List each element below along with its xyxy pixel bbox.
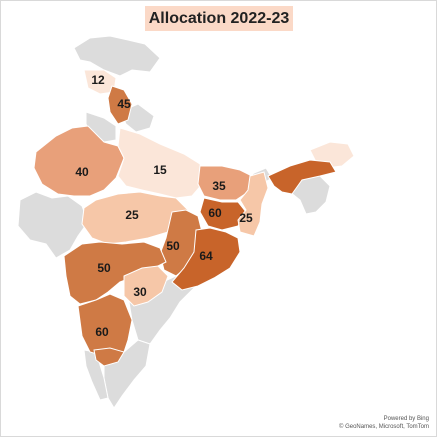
label-maharashtra: 50 [97,261,111,275]
label-uttar-pradesh: 15 [153,163,167,177]
region-west-bengal [237,171,269,237]
label-madhya-pradesh: 25 [125,208,139,222]
label-bihar: 35 [212,179,226,193]
region-jharkhand [199,197,247,231]
label-rajasthan: 40 [75,165,89,179]
region-karnataka-south [93,347,125,367]
label-telangana: 30 [133,285,147,299]
region-odisha [171,227,241,291]
region-ne-states [289,175,331,215]
label-himachal-pradesh: 12 [91,73,105,87]
label-punjab: 45 [117,97,131,111]
region-punjab [107,85,133,125]
region-assam [267,159,337,195]
region-karnataka [77,293,133,357]
label-chhattisgarh: 50 [166,239,180,253]
attribution-powered-by: Powered by Bing [383,416,429,422]
label-odisha: 64 [199,249,213,263]
region-gujarat [17,191,89,259]
map-title: Allocation 2022-23 [145,6,293,31]
label-karnataka: 60 [95,325,109,339]
region-jammu-kashmir [73,35,161,77]
map-attribution: Powered by Bing © GeoNames, Microsoft, T… [339,415,429,431]
region-telangana [123,265,169,307]
label-jharkhand: 60 [208,206,222,220]
region-bihar [197,165,253,201]
attribution-copyright: © GeoNames, Microsoft, TomTom [339,424,429,430]
label-west-bengal: 25 [239,211,253,225]
region-rajasthan [33,125,125,197]
